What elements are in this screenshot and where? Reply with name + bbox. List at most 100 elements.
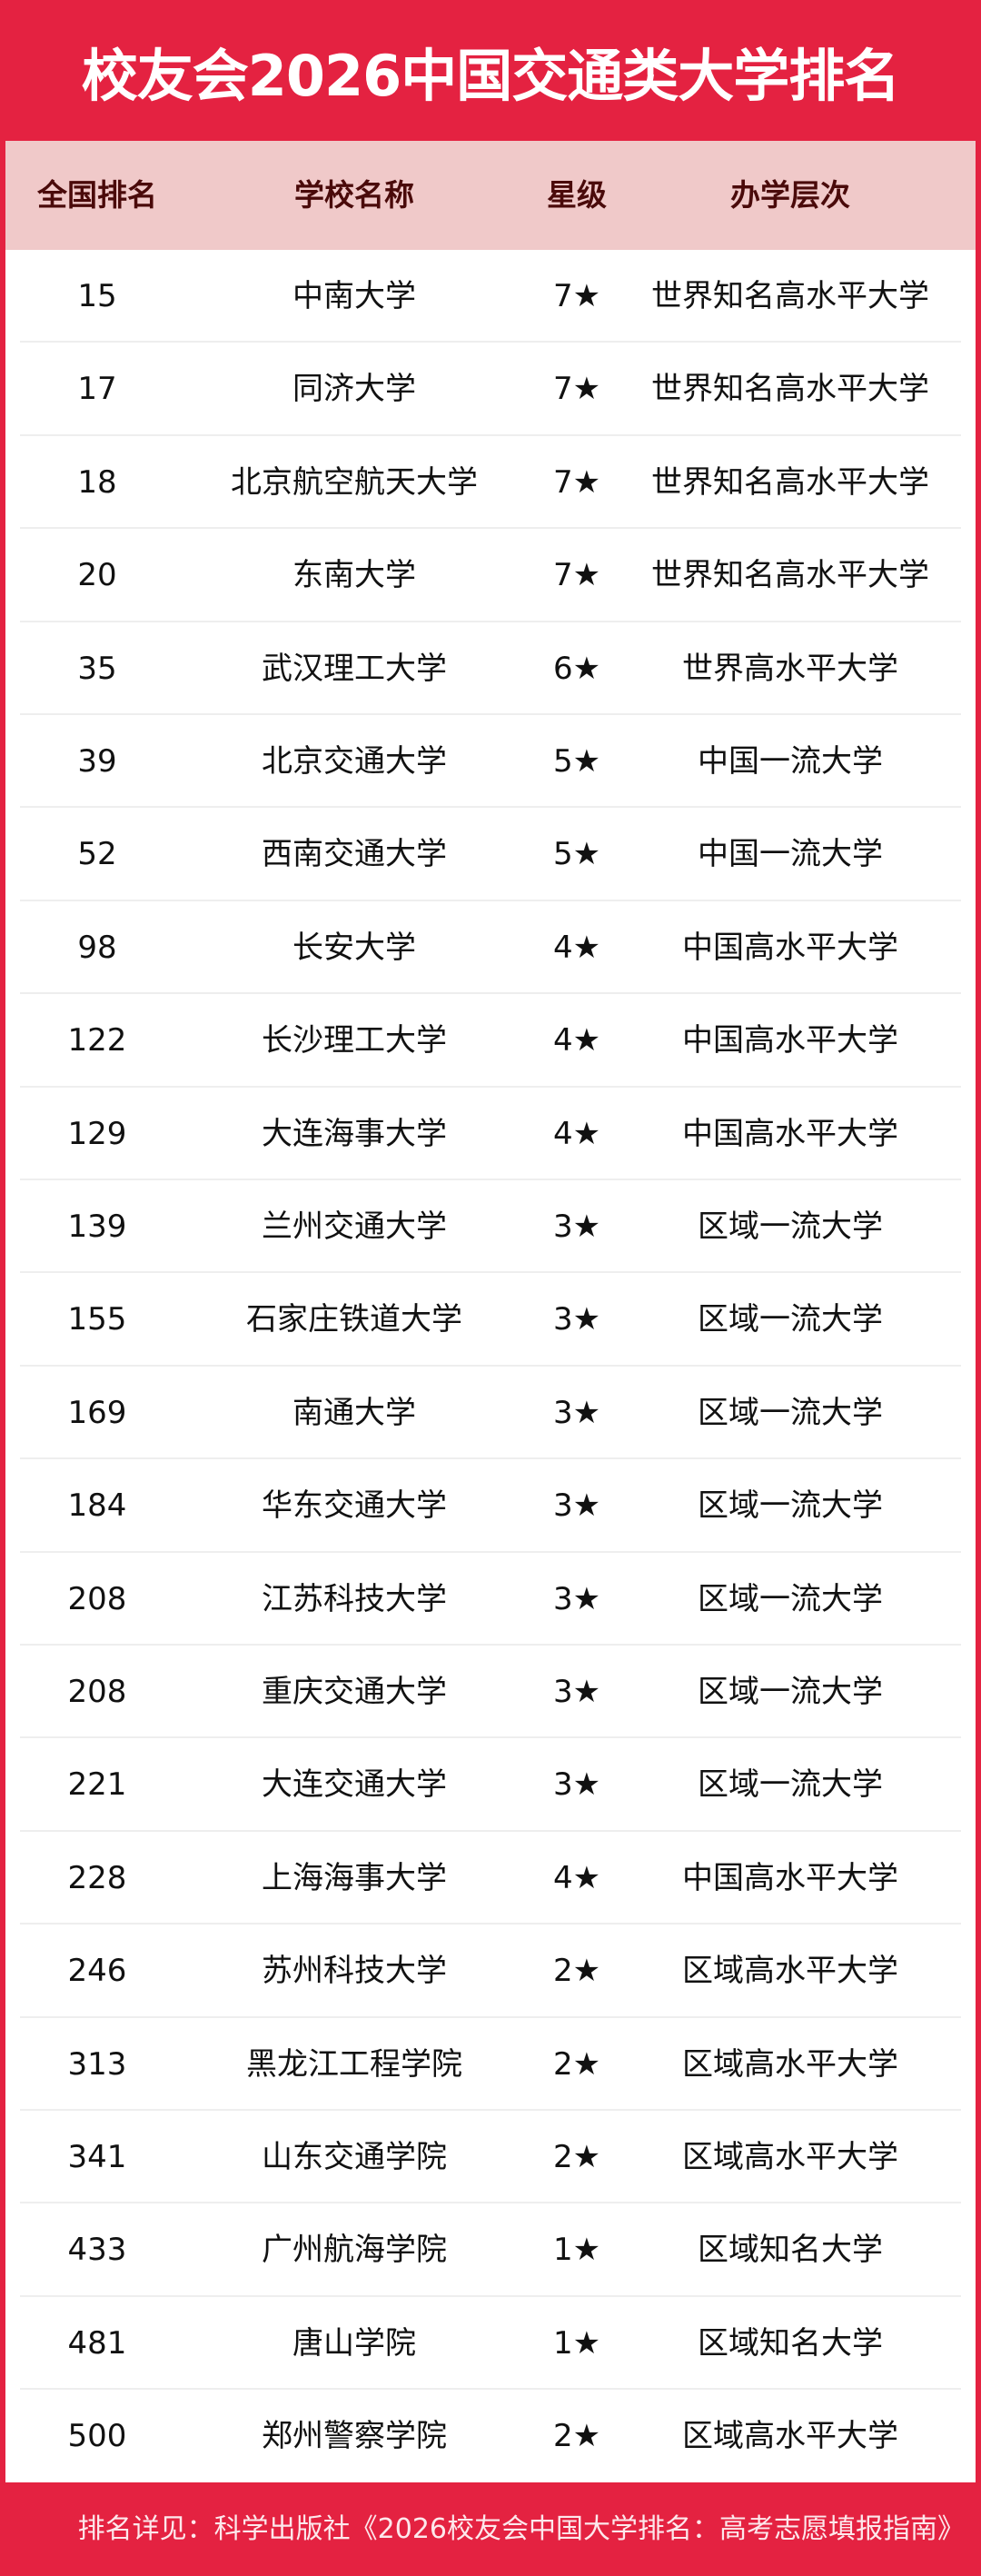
row-divider <box>20 1736 961 1739</box>
row-divider <box>20 1923 961 1925</box>
rank-cell: 208 <box>67 1580 127 1617</box>
row-divider <box>20 1643 961 1646</box>
table-row: 39 北京交通大学 5★ 中国一流大学 <box>5 715 976 809</box>
school-cell: 西南交通大学 <box>262 836 447 873</box>
school-cell: 上海海事大学 <box>262 1859 447 1896</box>
stars-cell: 6★ <box>552 650 601 687</box>
table-row: 433 广州航海学院 1★ 区域知名大学 <box>5 2203 976 2297</box>
page-title: 校友会2026中国交通类大学排名 <box>81 42 901 109</box>
level-cell: 世界知名高水平大学 <box>651 371 929 408</box>
stars-cell: 5★ <box>552 743 601 780</box>
level-cell: 区域一流大学 <box>698 1487 883 1525</box>
school-cell: 重庆交通大学 <box>262 1674 447 1710</box>
school-cell: 同济大学 <box>292 371 416 408</box>
row-divider <box>20 992 961 995</box>
school-cell: 中南大学 <box>292 278 416 314</box>
row-divider <box>20 806 961 809</box>
level-cell: 中国高水平大学 <box>682 1859 898 1896</box>
stars-cell: 3★ <box>552 1674 601 1710</box>
school-cell: 石家庄铁道大学 <box>246 1301 462 1338</box>
school-cell: 大连交通大学 <box>262 1766 447 1804</box>
level-cell: 区域知名大学 <box>698 2324 883 2362</box>
level-cell: 区域一流大学 <box>698 1301 883 1338</box>
table-row: 35 武汉理工大学 6★ 世界高水平大学 <box>5 622 976 715</box>
level-cell: 区域高水平大学 <box>682 2045 898 2083</box>
school-cell: 北京航空航天大学 <box>231 463 478 501</box>
stars-cell: 7★ <box>552 278 601 314</box>
stars-cell: 3★ <box>552 1580 601 1617</box>
rank-cell: 52 <box>77 836 117 873</box>
rank-cell: 221 <box>67 1766 127 1804</box>
school-cell: 长安大学 <box>292 929 416 966</box>
stars-cell: 7★ <box>552 557 601 594</box>
school-cell: 东南大学 <box>292 557 416 594</box>
level-cell: 区域一流大学 <box>698 1208 883 1245</box>
rank-cell: 208 <box>67 1674 127 1710</box>
table-row: 246 苏州科技大学 2★ 区域高水平大学 <box>5 1925 976 2018</box>
table-row: 15 中南大学 7★ 世界知名高水平大学 <box>5 250 976 343</box>
school-cell: 唐山学院 <box>292 2324 416 2362</box>
rank-cell: 129 <box>67 1115 127 1152</box>
row-divider <box>20 1829 961 1832</box>
school-cell: 大连海事大学 <box>262 1115 447 1152</box>
school-cell: 广州航海学院 <box>262 2232 447 2269</box>
level-cell: 中国高水平大学 <box>682 929 898 966</box>
table-row: 20 东南大学 7★ 世界知名高水平大学 <box>5 529 976 622</box>
stars-cell: 2★ <box>552 2418 601 2455</box>
level-cell: 中国高水平大学 <box>682 1022 898 1059</box>
school-cell: 长沙理工大学 <box>262 1022 447 1059</box>
rank-cell: 20 <box>77 557 117 594</box>
stars-cell: 3★ <box>552 1301 601 1338</box>
rank-cell: 15 <box>77 278 117 314</box>
table-row: 313 黑龙江工程学院 2★ 区域高水平大学 <box>5 2018 976 2111</box>
level-cell: 中国一流大学 <box>698 743 883 780</box>
table-row: 139 兰州交通大学 3★ 区域一流大学 <box>5 1180 976 1274</box>
row-divider <box>20 2388 961 2391</box>
row-divider <box>20 1085 961 1088</box>
school-cell: 兰州交通大学 <box>262 1208 447 1245</box>
row-divider <box>20 2294 961 2297</box>
rank-cell: 341 <box>67 2139 127 2175</box>
row-divider <box>20 433 961 436</box>
stars-cell: 2★ <box>552 2139 601 2175</box>
rank-cell: 313 <box>67 2045 127 2083</box>
rank-cell: 184 <box>67 1487 127 1525</box>
level-cell: 世界知名高水平大学 <box>651 463 929 501</box>
stars-cell: 4★ <box>552 929 601 966</box>
row-divider <box>20 341 961 343</box>
table-row: 221 大连交通大学 3★ 区域一流大学 <box>5 1738 976 1832</box>
rank-cell: 39 <box>77 743 117 780</box>
rank-cell: 35 <box>77 650 117 687</box>
table-row: 52 西南交通大学 5★ 中国一流大学 <box>5 808 976 901</box>
rank-cell: 169 <box>67 1394 127 1431</box>
school-cell: 南通大学 <box>292 1394 416 1431</box>
rank-cell: 246 <box>67 1953 127 1990</box>
school-cell: 北京交通大学 <box>262 743 447 780</box>
header-level: 办学层次 <box>730 177 850 213</box>
header-rank: 全国排名 <box>37 177 157 213</box>
row-divider <box>20 527 961 530</box>
level-cell: 区域高水平大学 <box>682 2139 898 2175</box>
level-cell: 中国一流大学 <box>698 836 883 873</box>
table-header: 全国排名 学校名称 星级 办学层次 <box>5 141 976 250</box>
school-cell: 苏州科技大学 <box>262 1953 447 1990</box>
rank-cell: 228 <box>67 1859 127 1896</box>
stars-cell: 7★ <box>552 371 601 408</box>
row-divider <box>20 1271 961 1274</box>
level-cell: 区域知名大学 <box>698 2232 883 2269</box>
rank-cell: 122 <box>67 1022 127 1059</box>
row-divider <box>20 1457 961 1460</box>
school-cell: 山东交通学院 <box>262 2139 447 2175</box>
table-row: 481 唐山学院 1★ 区域知名大学 <box>5 2297 976 2391</box>
table-row: 208 重庆交通大学 3★ 区域一流大学 <box>5 1646 976 1739</box>
school-cell: 江苏科技大学 <box>262 1580 447 1617</box>
row-divider <box>20 1364 961 1367</box>
row-divider <box>20 899 961 901</box>
row-divider <box>20 1550 961 1553</box>
stars-cell: 5★ <box>552 836 601 873</box>
rank-cell: 18 <box>77 463 117 501</box>
rank-cell: 17 <box>77 371 117 408</box>
table-row: 341 山东交通学院 2★ 区域高水平大学 <box>5 2111 976 2204</box>
table-row: 228 上海海事大学 4★ 中国高水平大学 <box>5 1832 976 1925</box>
header-stars: 星级 <box>547 177 607 213</box>
